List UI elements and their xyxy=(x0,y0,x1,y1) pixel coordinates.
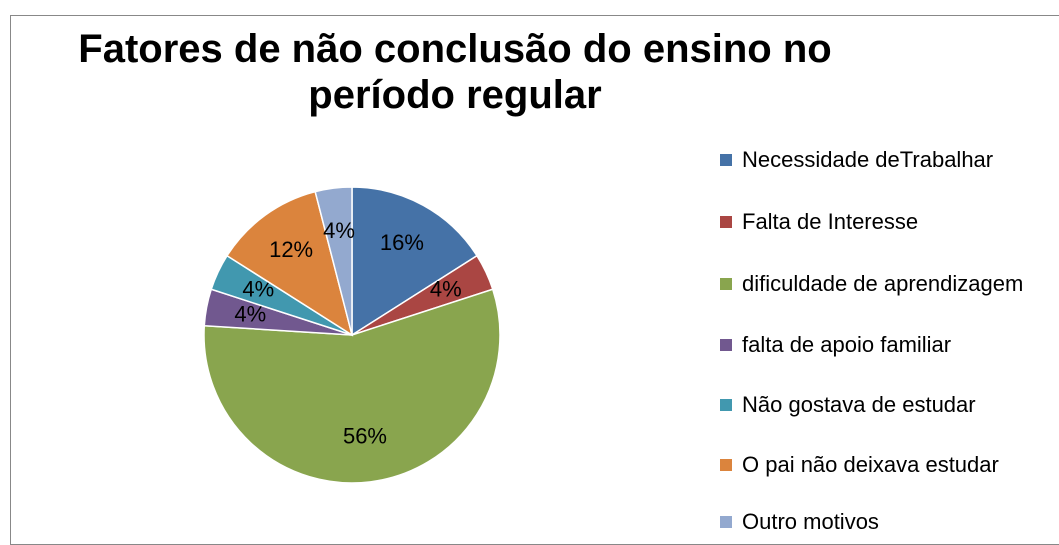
legend-item: O pai não deixava estudar xyxy=(720,453,1050,476)
legend-swatch xyxy=(720,459,732,471)
pie-slice xyxy=(351,186,478,337)
legend-item: Falta de Interesse xyxy=(720,210,1050,233)
legend-swatch xyxy=(720,399,732,411)
legend-swatch xyxy=(720,216,732,228)
legend-swatch xyxy=(720,278,732,290)
pie-slice xyxy=(314,186,353,336)
pie-slice xyxy=(203,288,501,484)
page: Fatores de não conclusão do ensino no pe… xyxy=(10,15,1059,545)
chart-title: Fatores de não conclusão do ensino no xyxy=(78,27,831,71)
legend-item: Não gostava de estudar xyxy=(720,393,1050,416)
legend-swatch xyxy=(720,154,732,166)
legend-label: Falta de Interesse xyxy=(742,209,919,234)
legend-label: Não gostava de estudar xyxy=(742,392,976,417)
data-label: 56% xyxy=(343,424,387,449)
legend-swatch xyxy=(720,339,732,351)
legend-item: Outro motivos xyxy=(720,510,1050,533)
pie-slice xyxy=(226,190,354,337)
legend-label: O pai não deixava estudar xyxy=(742,452,999,477)
legend-item: falta de apoio familiar xyxy=(720,333,1050,356)
data-label: 12% xyxy=(269,237,313,262)
legend-label: dificuldade de aprendizagem xyxy=(742,271,1024,296)
chart-title: período regular xyxy=(308,73,601,117)
data-label: 16% xyxy=(380,230,424,255)
data-label: 4% xyxy=(430,277,462,302)
chart: Fatores de não conclusão do ensino no pe… xyxy=(78,27,832,484)
data-label: 4% xyxy=(323,218,355,243)
legend-label: Necessidade deTrabalhar xyxy=(742,147,994,172)
legend-label: falta de apoio familiar xyxy=(742,332,952,357)
legend-label: Outro motivos xyxy=(742,509,879,534)
legend-swatch xyxy=(720,516,732,528)
legend-item: Necessidade deTrabalhar xyxy=(720,148,1050,171)
legend-item: dificuldade de aprendizagem xyxy=(720,272,1050,295)
